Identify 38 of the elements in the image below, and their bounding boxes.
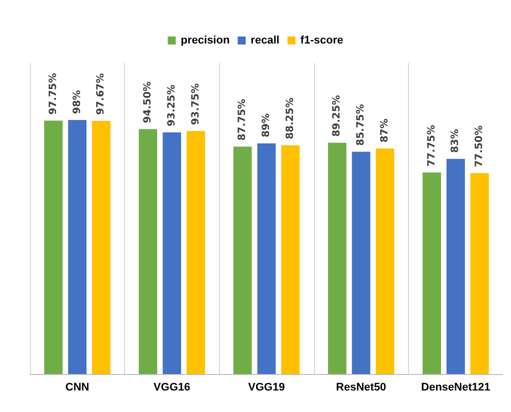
bar: [162, 132, 182, 374]
data-label: 89.25%: [332, 95, 343, 137]
data-label: 94.50%: [142, 81, 154, 124]
bar: [233, 146, 252, 374]
bar: [328, 142, 346, 374]
bar: [470, 173, 489, 374]
data-label: 85.75%: [356, 104, 367, 146]
bar: [44, 120, 63, 374]
data-label: 83%: [450, 128, 462, 153]
legend-label: precision: [180, 34, 230, 46]
data-label: 77.50%: [474, 125, 486, 168]
bar: [92, 120, 110, 374]
x-tick-label: CNN: [65, 382, 90, 394]
data-label: 89%: [261, 113, 272, 138]
legend-label: recall: [250, 34, 280, 46]
data-label: 87.75%: [237, 98, 248, 141]
data-label: 98%: [72, 90, 83, 114]
bar: [446, 158, 465, 374]
bar: [376, 148, 394, 374]
data-label: 77.75%: [426, 124, 438, 166]
bar: [281, 145, 300, 374]
bar: [186, 131, 206, 374]
data-label: 97.75%: [48, 73, 59, 115]
data-label: 93.25%: [166, 84, 178, 126]
bar: [138, 129, 158, 374]
legend-label: f1-score: [300, 34, 344, 46]
data-label: 93.75%: [190, 83, 202, 126]
x-tick-label: DenseNet121: [421, 382, 490, 394]
x-tick-label: VGG19: [248, 382, 285, 394]
bar: [68, 120, 86, 374]
data-label: 87%: [380, 118, 391, 143]
bar: [422, 172, 441, 374]
x-tick-label: ResNet50: [336, 382, 386, 394]
x-tick-label: VGG16: [154, 382, 190, 394]
data-label: 97.67%: [96, 73, 107, 115]
bar: [352, 152, 370, 374]
bar: [257, 143, 276, 374]
data-label: 88.25%: [284, 98, 296, 140]
